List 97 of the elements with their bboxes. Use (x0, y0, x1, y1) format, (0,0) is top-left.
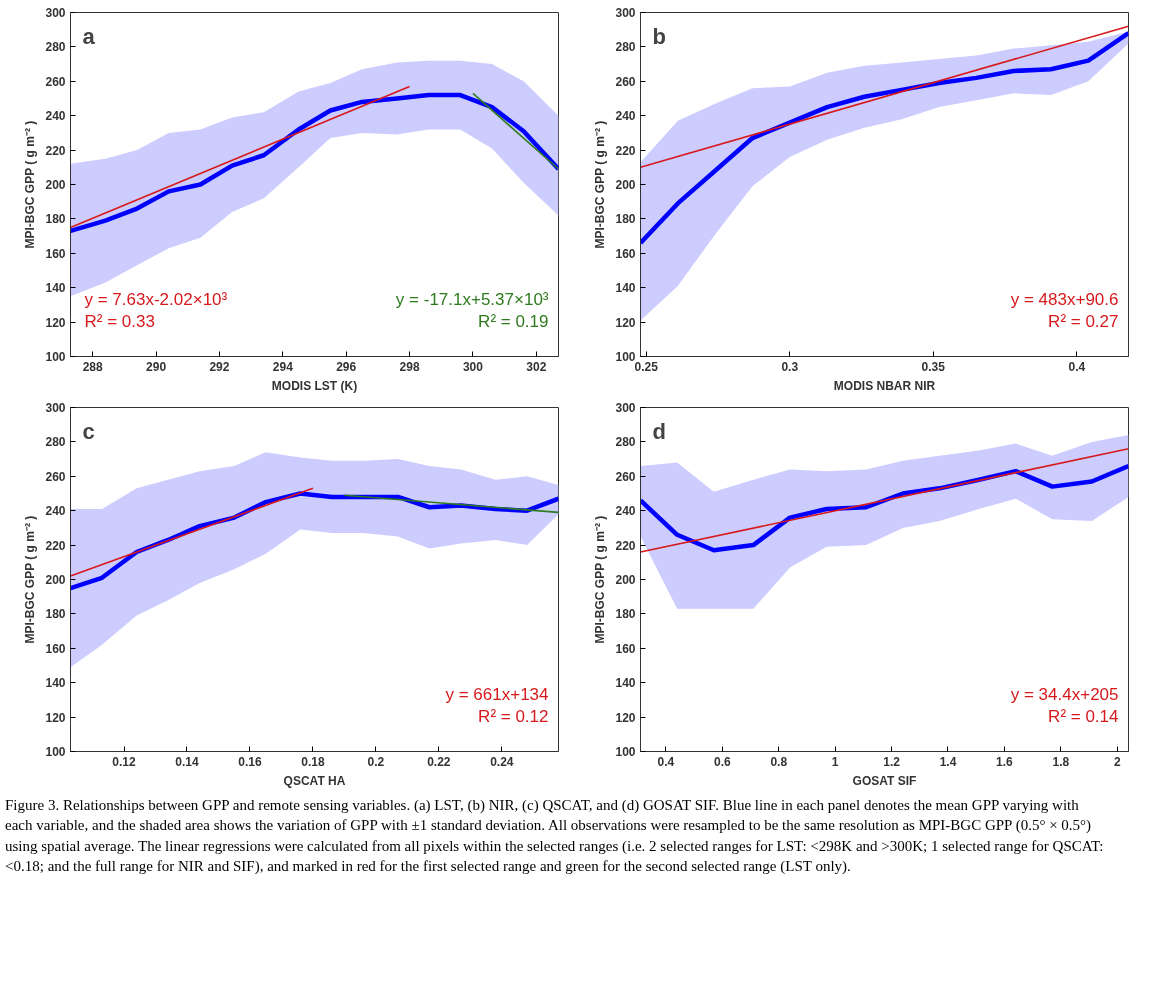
y-tick-label: 300 (45, 401, 66, 415)
y-tick-label: 100 (615, 745, 636, 759)
annotation: c (82, 418, 95, 444)
y-tick-label: 260 (615, 74, 636, 89)
y-tick-label: 180 (45, 607, 66, 622)
x-tick-label: 294 (272, 359, 294, 374)
x-tick-label: 0.35 (921, 359, 946, 374)
y-tick-label: 120 (45, 315, 66, 330)
y-tick-label: 120 (615, 710, 636, 725)
y-tick-label: 100 (45, 745, 66, 759)
y-tick-label: 140 (45, 676, 66, 691)
y-axis-title: MPI-BGC GPP ( g m⁻² ) (23, 120, 38, 249)
x-tick-label: 0.2 (367, 754, 385, 769)
y-tick-label: 280 (45, 40, 66, 55)
x-tick-label: 300 (462, 359, 484, 374)
annotation: R² = 0.19 (478, 311, 549, 331)
y-tick-label: 260 (615, 469, 636, 484)
annotation: R² = 0.33 (84, 311, 155, 331)
y-tick-label: 160 (45, 246, 66, 261)
y-tick-label: 200 (615, 178, 636, 192)
y-tick-label: 140 (45, 281, 66, 296)
y-tick-label: 160 (615, 246, 636, 261)
line-series (70, 92, 559, 234)
x-tick-label: 1.8 (1052, 754, 1070, 769)
y-axis-title: MPI-BGC GPP ( g m⁻² ) (593, 515, 608, 644)
y-tick-label: 300 (615, 6, 636, 20)
annotation: a (82, 23, 96, 49)
annotation: y = 661x+134 (445, 684, 549, 704)
y-axis-title: MPI-BGC GPP ( g m⁻² ) (593, 120, 608, 249)
caption: Figure 3. Relationships between GPP and remote sensing variables. (a) LST, (b) NIR, (c) QSCAT, and (d) GOSAT SIF. Blue line in each panel denotes the mean GPP varying with each variable, and the shaded area shows the variation of GPP with ±1 standard deviation. All observations were resampled to be the same resolution as MPI-BGC GPP (0.5° × 0.5°) using spatial average. The linear regressions were calculated from all pixels within the selected ranges (i.e. 2 selected ranges for LST: <298K and >300K; 1 selected range for QSCAT: <0.18; and the full range for NIR and SIF), and marked in red for the first selected range and green for the second selected range (LST only). (5, 796, 1105, 876)
y-tick-label: 280 (45, 435, 66, 450)
annotation: R² = 0.14 (1048, 706, 1119, 726)
x-tick-label: 290 (146, 359, 167, 374)
y-tick-label: 120 (45, 710, 66, 725)
annotation: d (652, 418, 666, 444)
y-tick-label: 240 (45, 504, 66, 519)
y-tick-label: 160 (45, 641, 66, 656)
x-tick-label: 0.25 (634, 359, 659, 374)
x-tick-label: 292 (209, 359, 230, 374)
annotation: R² = 0.27 (1048, 311, 1119, 331)
x-tick-label: 0.6 (713, 754, 731, 769)
annotation: R² = 0.12 (478, 706, 549, 726)
x-tick-label: 0.16 (238, 754, 262, 769)
y-axis-title: MPI-BGC GPP ( g m⁻² ) (23, 515, 38, 644)
y-tick-label: 220 (615, 538, 636, 553)
x-tick-label: 0.12 (112, 754, 137, 769)
x-tick-label: 0.24 (490, 754, 514, 769)
x-axis-title: MODIS LST (K) (271, 378, 358, 393)
annotation: y = 7.63x-2.02×10³ (84, 289, 228, 309)
annotation: y = -17.1x+5.37×10³ (395, 289, 549, 309)
annotation: y = 34.4x+205 (1010, 684, 1119, 704)
y-tick-label: 200 (45, 573, 66, 587)
y-tick-label: 180 (615, 607, 636, 622)
y-tick-label: 160 (615, 641, 636, 656)
y-tick-label: 240 (45, 109, 66, 124)
x-tick-label: 1.6 (996, 754, 1014, 769)
y-tick-label: 240 (615, 504, 636, 519)
x-tick-label: 2 (1113, 754, 1121, 769)
x-tick-label: 1.2 (883, 754, 901, 769)
y-tick-label: 200 (615, 573, 636, 587)
x-axis-title: MODIS NBAR NIR (833, 378, 936, 393)
x-tick-label: 0.14 (175, 754, 199, 769)
line-series (640, 30, 1129, 246)
x-tick-label: 302 (526, 359, 547, 374)
x-tick-label: 0.4 (1068, 359, 1086, 374)
y-tick-label: 300 (615, 401, 636, 415)
y-tick-label: 280 (615, 435, 636, 450)
x-tick-label: 288 (82, 359, 104, 374)
y-tick-label: 220 (45, 538, 66, 553)
y-tick-label: 280 (615, 40, 636, 55)
x-tick-label: 296 (336, 359, 357, 374)
x-tick-label: 0.8 (770, 754, 788, 769)
y-tick-label: 220 (45, 143, 66, 158)
x-tick-label: 1.4 (939, 754, 957, 769)
x-tick-label: 0.18 (301, 754, 325, 769)
annotation: b (652, 23, 666, 49)
x-tick-label: 298 (399, 359, 420, 374)
y-tick-label: 140 (615, 281, 636, 296)
x-axis-title: GOSAT SIF (852, 773, 917, 788)
y-tick-label: 180 (615, 212, 636, 227)
y-tick-label: 220 (615, 143, 636, 158)
x-axis-title: QSCAT HA (283, 773, 346, 788)
x-tick-label: 1 (831, 754, 839, 769)
y-tick-label: 100 (615, 350, 636, 364)
y-tick-label: 260 (45, 74, 66, 89)
y-tick-label: 300 (45, 6, 66, 20)
y-tick-label: 200 (45, 178, 66, 192)
y-tick-label: 180 (45, 212, 66, 227)
y-tick-label: 120 (615, 315, 636, 330)
y-tick-label: 260 (45, 469, 66, 484)
y-tick-label: 140 (615, 676, 636, 691)
x-tick-label: 0.3 (781, 359, 799, 374)
y-tick-label: 240 (615, 109, 636, 124)
annotation: y = 483x+90.6 (1010, 289, 1119, 309)
x-tick-label: 0.22 (427, 754, 451, 769)
x-tick-label: 0.4 (657, 754, 675, 769)
y-tick-label: 100 (45, 350, 66, 364)
